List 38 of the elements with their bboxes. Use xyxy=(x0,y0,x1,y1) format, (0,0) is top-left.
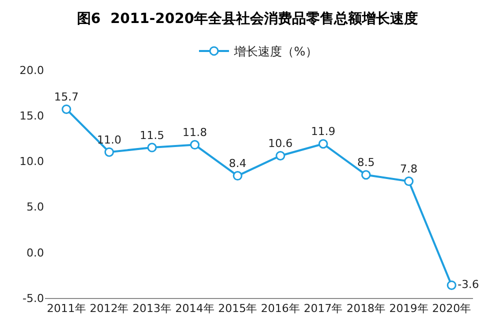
point xyxy=(190,140,200,150)
y-tick-label: 15.0 xyxy=(20,109,44,122)
x-tick-label: 2012年 xyxy=(90,302,129,316)
data-label: 7.8 xyxy=(400,162,418,176)
point xyxy=(147,142,157,152)
data-label: 8.5 xyxy=(357,156,375,170)
y-tick-label: 5.0 xyxy=(26,200,44,214)
chart-title: 图6 2011-2020年全县社会消费品零售总额增长速度 xyxy=(76,10,418,27)
point xyxy=(361,170,371,180)
data-label: -3.6 xyxy=(458,278,480,291)
point xyxy=(446,280,456,290)
y-tick-label: 0.0 xyxy=(26,246,44,260)
x-tick-label: 2013年 xyxy=(132,302,172,316)
x-tick-label: 2017年 xyxy=(304,302,343,316)
data-label: 11.5 xyxy=(140,128,164,142)
data-label: 15.7 xyxy=(54,90,79,104)
x-tick-label: 2011年 xyxy=(46,302,86,316)
point xyxy=(404,176,414,186)
x-tick-label: 2019年 xyxy=(389,302,428,316)
x-tick-label: 2020年 xyxy=(432,302,472,316)
y-tick-label: 20.0 xyxy=(20,64,44,77)
x-tick-label: 2015年 xyxy=(218,302,258,316)
data-label: 11.8 xyxy=(182,126,208,140)
point xyxy=(318,139,328,149)
x-tick-label: 2018年 xyxy=(346,302,386,316)
point xyxy=(104,147,114,157)
data-label: 8.4 xyxy=(228,157,246,170)
x-tick-label: 2014年 xyxy=(175,302,214,316)
x-tick-label: 2016年 xyxy=(260,302,300,316)
data-label: 11.9 xyxy=(310,125,336,138)
data-label: 10.6 xyxy=(268,136,293,150)
point xyxy=(62,104,72,114)
point xyxy=(232,171,242,181)
legend-label: 增长速度（%） xyxy=(233,44,318,59)
point xyxy=(276,150,286,160)
y-tick-label: 10.0 xyxy=(20,155,44,168)
data-label: 11.0 xyxy=(96,133,122,146)
y-tick-label: -5.0 xyxy=(22,292,44,305)
